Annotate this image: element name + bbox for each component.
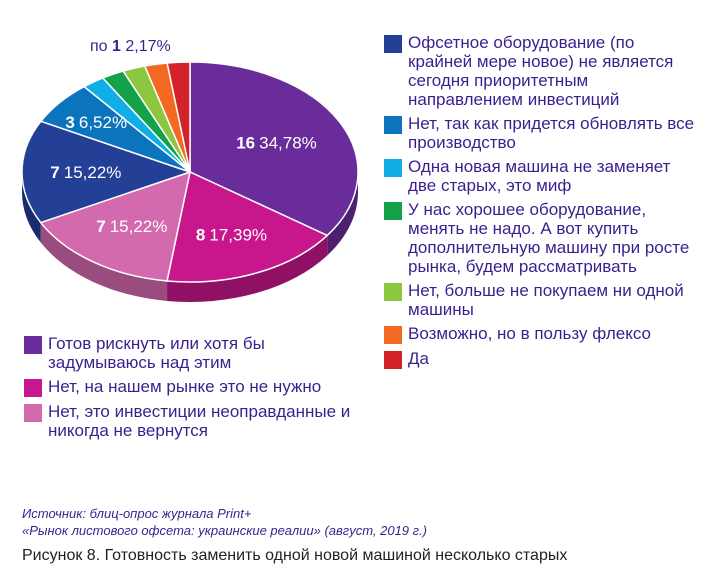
legend-left-item: Нет, это инвестиции неоправданные и нико… xyxy=(24,402,354,440)
legend-swatch xyxy=(384,351,402,369)
source-line-2: «Рынок листового офсета: украинские реал… xyxy=(22,523,427,538)
legend-label: Готов рискнуть или хотя бы задумываюсь н… xyxy=(48,334,265,372)
legend-right-item: Одна новая машина не заменяет две старых… xyxy=(384,157,696,195)
pie-slice-side xyxy=(167,235,328,302)
figure-caption: Рисунок 8. Готовность заменить одной нов… xyxy=(22,547,568,564)
pie-label-layer: 16 34,78% 8 17,39% 7 15,22% 7 15,22% 3 6,52% xyxy=(50,113,317,245)
legend-swatch xyxy=(384,202,402,220)
source-line-1: Источник: блиц-опрос журнала Print+ xyxy=(22,506,252,521)
slice-data-label: 3 6,52% xyxy=(65,113,127,132)
legend-left-item: Готов рискнуть или хотя бы задумываюсь н… xyxy=(24,334,354,372)
pie-slice-side xyxy=(327,172,358,256)
pie-side-layer xyxy=(21,172,358,302)
legend-right-item: Возможно, но в пользу флексо xyxy=(384,324,696,344)
legend-swatch xyxy=(384,116,402,134)
pie-chart: 16 34,78% 8 17,39% 7 15,22% 7 15,22% 3 6,52% по 1… xyxy=(21,38,359,302)
legend-label: Офсетное оборудование (по крайней мере н… xyxy=(408,33,674,109)
legend-swatch xyxy=(384,35,402,53)
pie-slice xyxy=(166,170,329,283)
pie-slice xyxy=(166,61,191,173)
legend-label: Нет, на нашем рынке это не нужно xyxy=(48,377,322,396)
legend-swatch xyxy=(24,336,42,354)
legend-right: Офсетное оборудование (по крайней мере н… xyxy=(384,33,696,374)
legend-right-item: Нет, так как придется обновлять все прои… xyxy=(384,114,696,152)
slice-data-label: 7 15,22% xyxy=(96,217,167,236)
pie-slice xyxy=(189,61,359,237)
legend-right-item: У нас хорошее оборудование, менять не на… xyxy=(384,200,696,276)
small-slices-label: по 1 2,17% xyxy=(90,38,171,55)
pie-slice xyxy=(21,120,193,224)
legend-swatch xyxy=(24,379,42,397)
pie-slice-side xyxy=(40,222,168,301)
legend-left-item: Нет, на нашем рынке это не нужно xyxy=(24,377,354,397)
legend-swatch xyxy=(24,404,42,422)
legend-label: Возможно, но в пользу флексо xyxy=(408,324,651,343)
legend-swatch xyxy=(384,326,402,344)
legend-label: Нет, так как придется обновлять все прои… xyxy=(408,114,695,152)
legend-label: Нет, больше не покупаем ни одной машины xyxy=(408,281,684,319)
source-note: Источник: блиц-опрос журнала Print+ «Рын… xyxy=(22,505,427,539)
legend-swatch xyxy=(384,159,402,177)
slice-data-label: 7 15,22% xyxy=(50,163,121,182)
legend-label: У нас хорошее оборудование, менять не на… xyxy=(408,200,690,276)
legend-right-item: Нет, больше не покупаем ни одной машины xyxy=(384,281,696,319)
slice-data-label: 16 34,78% xyxy=(236,134,317,153)
pie-top-layer xyxy=(21,61,359,283)
legend-label: Да xyxy=(408,349,429,368)
legend-left: Готов рискнуть или хотя бы задумываюсь н… xyxy=(24,334,354,445)
legend-swatch xyxy=(384,283,402,301)
legend-right-item: Да xyxy=(384,349,696,369)
legend-right-item: Офсетное оборудование (по крайней мере н… xyxy=(384,33,696,109)
pie-slice xyxy=(39,170,192,282)
pie-slice-side xyxy=(21,172,41,243)
legend-label: Нет, это инвестиции неоправданные и нико… xyxy=(48,402,351,440)
legend-label: Одна новая машина не заменяет две старых… xyxy=(408,157,671,195)
slice-data-label: 8 17,39% xyxy=(196,226,267,245)
